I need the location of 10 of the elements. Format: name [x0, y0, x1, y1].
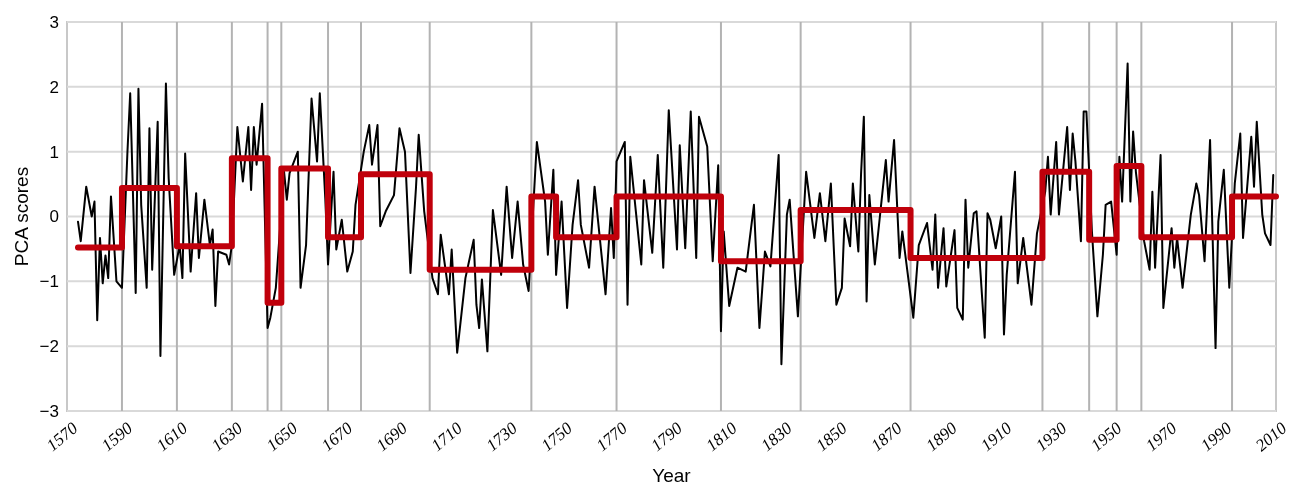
x-axis-title: Year: [652, 465, 692, 486]
y-tick-label: −3: [39, 401, 59, 421]
y-tick-label: 2: [49, 77, 59, 97]
y-tick-label: 1: [49, 142, 59, 162]
y-tick-label: −1: [39, 272, 59, 292]
y-axis-title: PCA scores: [11, 166, 32, 267]
line-series: [76, 62, 1275, 366]
y-tick-label: 3: [49, 12, 59, 32]
y-tick-label: 0: [49, 207, 59, 227]
y-tick-label: −2: [39, 337, 59, 357]
